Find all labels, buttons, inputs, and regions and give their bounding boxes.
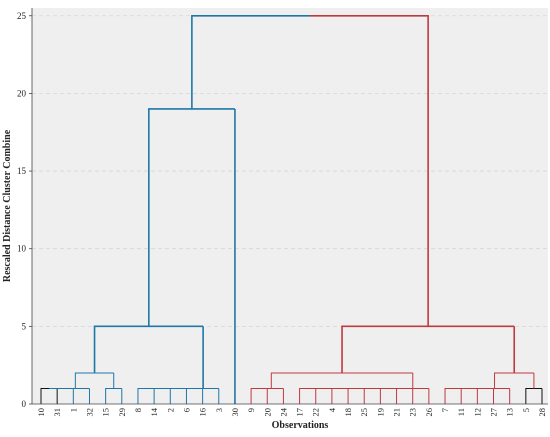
link-28-left <box>525 387 542 404</box>
leaf-label-29: 29 <box>117 408 127 417</box>
y-axis-title: Rescaled Distance Cluster Combine <box>2 129 13 282</box>
leaf-label-11: 11 <box>456 408 466 416</box>
leaf-label-20: 20 <box>262 408 272 417</box>
leaf-labels: 10 31 1 32 15 29 8 14 2 6 16 3 30 9 20 24 17 22 4 18 25 19 21 2… <box>36 407 547 416</box>
leaf-label-32: 32 <box>84 408 94 417</box>
leaf-label-7: 7 <box>440 408 450 412</box>
leaf-label-8: 8 <box>133 408 143 412</box>
link-31-right <box>310 14 429 327</box>
y-tick-label-10: 10 <box>17 244 27 254</box>
link-5-left <box>74 372 114 389</box>
leaf-label-21: 21 <box>392 408 402 417</box>
y-tick-label-0: 0 <box>22 399 27 409</box>
leaf-label-22: 22 <box>311 408 321 417</box>
leaf-label-17: 17 <box>295 408 305 417</box>
leaf-label-19: 19 <box>375 408 385 417</box>
link-4-left <box>105 387 122 404</box>
leaf-label-25: 25 <box>359 408 369 417</box>
axes <box>29 8 548 405</box>
leaf-label-30: 30 <box>230 408 240 417</box>
leaf-label-23: 23 <box>408 408 418 417</box>
y-tick-label-20: 20 <box>17 88 27 98</box>
leaf-label-2: 2 <box>165 408 175 412</box>
y-tick-label-25: 25 <box>17 11 27 21</box>
leaf-label-3: 3 <box>214 408 224 412</box>
plot-background <box>32 8 548 404</box>
leaf-label-10: 10 <box>36 408 46 417</box>
leaf-label-28: 28 <box>537 408 547 417</box>
leaf-label-24: 24 <box>278 407 288 416</box>
leaf-label-14: 14 <box>149 407 159 416</box>
leaf-label-26: 26 <box>424 408 434 417</box>
link-31-left <box>191 14 311 109</box>
link-29-left <box>494 372 534 389</box>
leaf-label-27: 27 <box>489 408 499 417</box>
y-tick-labels: 0 5 10 15 20 25 <box>17 11 27 409</box>
leaf-label-9: 9 <box>246 408 256 412</box>
leaf-label-31: 31 <box>52 408 62 417</box>
link-11-left <box>93 325 204 373</box>
leaf-label-18: 18 <box>343 408 353 417</box>
leaf-label-13: 13 <box>505 408 515 417</box>
leaf-label-12: 12 <box>472 408 482 417</box>
x-axis-title: Observations <box>272 420 329 431</box>
leaf-label-15: 15 <box>101 408 111 417</box>
link-12-left <box>148 108 235 327</box>
link-30-left <box>341 325 515 373</box>
leaf-label-1: 1 <box>68 408 78 412</box>
dendrogram-links <box>40 14 543 404</box>
leaf-label-4: 4 <box>327 407 337 412</box>
leaf-label-6: 6 <box>181 408 191 412</box>
y-tick-label-15: 15 <box>17 166 27 176</box>
y-tick-label-5: 5 <box>22 321 27 331</box>
link-23-left <box>270 372 413 389</box>
leaf-label-5: 5 <box>521 408 531 412</box>
leaf-label-16: 16 <box>198 408 208 417</box>
